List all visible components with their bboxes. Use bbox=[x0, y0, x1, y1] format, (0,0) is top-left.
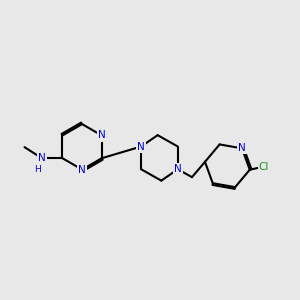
Text: N: N bbox=[174, 164, 182, 174]
Text: N: N bbox=[137, 142, 145, 152]
Text: H: H bbox=[34, 165, 40, 174]
Text: N: N bbox=[38, 153, 46, 163]
Text: N: N bbox=[78, 165, 86, 175]
Text: Cl: Cl bbox=[259, 162, 269, 172]
Text: N: N bbox=[238, 143, 246, 153]
Text: N: N bbox=[98, 130, 106, 140]
